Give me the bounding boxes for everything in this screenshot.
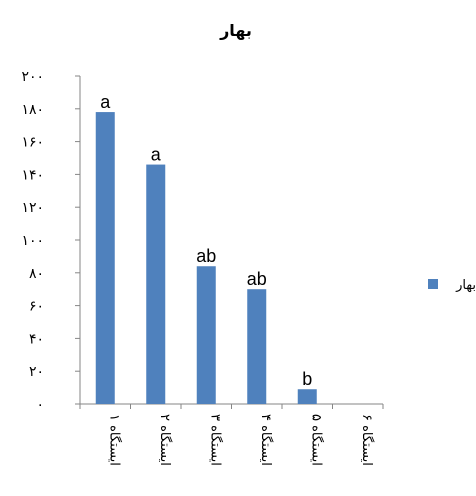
category-label: ایستگاه ۳ (207, 414, 223, 466)
category-label: ایستگاه ۴ (258, 414, 274, 466)
y-tick-label: ۱۸۰ (21, 102, 44, 118)
y-tick-label: ۴۰ (29, 331, 44, 347)
category-label: ایستگاه ۲ (157, 414, 173, 466)
y-tick-label: ۶۰ (29, 299, 44, 315)
bar (247, 289, 266, 404)
y-tick-label: ۱۲۰ (21, 200, 44, 216)
category-labels: ایستگاه ۱ ایستگاه ۲ ایستگاه ۳ ایستگاه ۴ ایست… (106, 414, 375, 466)
y-tick-label: ۱۴۰ (21, 167, 44, 183)
y-tick-label: ۱۶۰ (21, 135, 44, 151)
data-label: b (302, 369, 312, 389)
data-label: ab (247, 269, 267, 289)
data-label: a (151, 145, 162, 165)
legend-swatch (428, 279, 438, 289)
bar (197, 266, 216, 404)
legend-label: بهار (455, 278, 476, 293)
y-tick-label: ۲۰ (29, 364, 44, 380)
category-label: ایستگاه ۶ (359, 414, 375, 466)
y-tick-label: ۸۰ (29, 266, 44, 282)
data-label: ab (196, 246, 216, 266)
chart-title: بهار (219, 21, 252, 40)
category-label: ایستگاه ۵ (308, 414, 324, 466)
data-label: a (100, 92, 111, 112)
bar (96, 112, 115, 404)
category-label: ایستگاه ۱ (106, 414, 122, 466)
y-tick-label: ۲۰۰ (21, 69, 44, 85)
y-tick-label: ۱۰۰ (21, 233, 44, 249)
y-tick-label: ۰ (36, 397, 44, 413)
bar (298, 389, 317, 404)
bar (146, 165, 165, 404)
legend: بهار (428, 278, 476, 293)
